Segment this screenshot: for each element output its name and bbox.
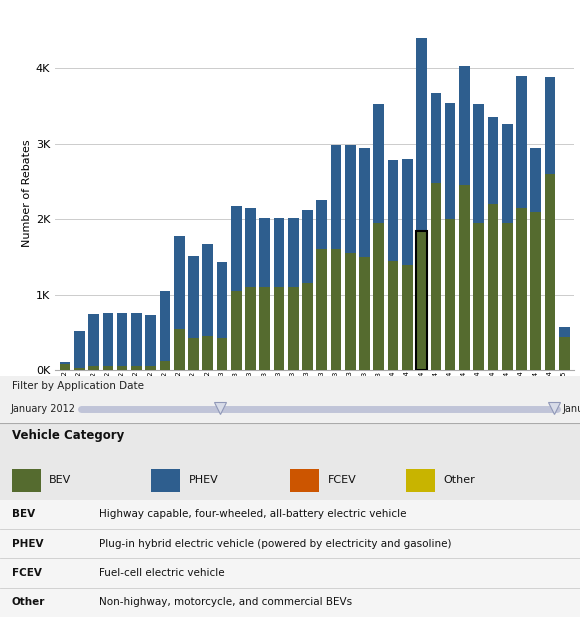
Bar bbox=[216, 262, 227, 339]
Bar bbox=[302, 283, 313, 370]
Y-axis label: Number of Rebates: Number of Rebates bbox=[21, 139, 32, 247]
Bar bbox=[288, 287, 299, 370]
Text: FCEV: FCEV bbox=[328, 476, 357, 486]
Text: Highway capable, four-wheeled, all-battery electric vehicle: Highway capable, four-wheeled, all-batte… bbox=[99, 510, 406, 520]
Bar bbox=[231, 207, 241, 291]
Bar bbox=[12, 469, 41, 492]
Bar bbox=[131, 366, 142, 370]
Bar bbox=[374, 104, 384, 223]
Bar bbox=[430, 183, 441, 370]
Bar bbox=[545, 77, 555, 174]
Bar bbox=[259, 218, 270, 287]
Bar bbox=[345, 253, 356, 370]
Bar bbox=[103, 313, 113, 366]
Bar bbox=[160, 361, 171, 370]
Bar bbox=[488, 204, 498, 370]
Bar bbox=[60, 362, 70, 364]
Bar bbox=[274, 287, 284, 370]
Bar bbox=[559, 337, 570, 370]
Bar bbox=[473, 223, 484, 370]
Bar bbox=[245, 208, 256, 287]
Bar bbox=[430, 93, 441, 183]
Bar bbox=[288, 218, 299, 287]
Bar bbox=[274, 218, 284, 287]
Bar bbox=[345, 145, 356, 253]
Text: Vehicle Category: Vehicle Category bbox=[12, 429, 124, 442]
Text: January 2015: January 2015 bbox=[563, 404, 580, 414]
Bar bbox=[516, 76, 527, 208]
Text: BEV: BEV bbox=[49, 476, 71, 486]
Bar bbox=[117, 366, 128, 370]
Bar bbox=[202, 336, 213, 370]
Bar bbox=[502, 223, 513, 370]
Text: FCEV: FCEV bbox=[12, 568, 42, 578]
Bar bbox=[151, 469, 180, 492]
Bar bbox=[216, 339, 227, 370]
Bar bbox=[459, 66, 470, 185]
Bar bbox=[174, 236, 184, 329]
Bar bbox=[374, 223, 384, 370]
Bar bbox=[559, 327, 570, 337]
Bar bbox=[317, 201, 327, 249]
Bar bbox=[160, 291, 171, 361]
Text: PHEV: PHEV bbox=[188, 476, 218, 486]
Text: BEV: BEV bbox=[12, 510, 35, 520]
Text: PHEV: PHEV bbox=[12, 539, 43, 549]
Bar bbox=[88, 313, 99, 366]
Bar bbox=[473, 104, 484, 223]
Text: January 2012: January 2012 bbox=[10, 404, 75, 414]
Bar bbox=[530, 148, 541, 212]
Bar bbox=[60, 364, 70, 370]
Text: Other: Other bbox=[444, 476, 476, 486]
Bar bbox=[302, 210, 313, 283]
Bar bbox=[103, 366, 113, 370]
Bar bbox=[74, 368, 85, 370]
Bar bbox=[416, 38, 427, 231]
Bar bbox=[317, 249, 327, 370]
Bar bbox=[146, 315, 156, 366]
Bar bbox=[331, 145, 342, 249]
Bar bbox=[406, 469, 435, 492]
Bar bbox=[131, 313, 142, 366]
Bar bbox=[188, 337, 199, 370]
Bar bbox=[259, 287, 270, 370]
Bar bbox=[331, 249, 342, 370]
Bar bbox=[530, 212, 541, 370]
Bar bbox=[359, 147, 370, 257]
Bar bbox=[459, 185, 470, 370]
Bar bbox=[146, 366, 156, 370]
Text: Other: Other bbox=[12, 597, 45, 607]
Bar bbox=[245, 287, 256, 370]
Bar bbox=[117, 313, 128, 366]
Text: Fuel-cell electric vehicle: Fuel-cell electric vehicle bbox=[99, 568, 224, 578]
Bar bbox=[359, 257, 370, 370]
Bar bbox=[516, 208, 527, 370]
Bar bbox=[502, 124, 513, 223]
Bar bbox=[202, 244, 213, 336]
Bar bbox=[416, 231, 427, 370]
Text: Plug-in hybrid electric vehicle (powered by electricity and gasoline): Plug-in hybrid electric vehicle (powered… bbox=[99, 539, 451, 549]
Bar bbox=[545, 174, 555, 370]
Bar bbox=[445, 219, 455, 370]
Text: Filter by Application Date: Filter by Application Date bbox=[12, 381, 144, 391]
Bar bbox=[388, 160, 398, 261]
Bar bbox=[388, 261, 398, 370]
Bar bbox=[402, 159, 413, 265]
Bar bbox=[290, 469, 319, 492]
Bar bbox=[88, 366, 99, 370]
Bar bbox=[174, 329, 184, 370]
Bar bbox=[231, 291, 241, 370]
Text: Non-highway, motorcycle, and commercial BEVs: Non-highway, motorcycle, and commercial … bbox=[99, 597, 351, 607]
Bar bbox=[445, 103, 455, 219]
Bar bbox=[402, 265, 413, 370]
Bar bbox=[416, 231, 427, 370]
Bar bbox=[74, 331, 85, 368]
Bar bbox=[188, 256, 199, 337]
Bar bbox=[488, 117, 498, 204]
